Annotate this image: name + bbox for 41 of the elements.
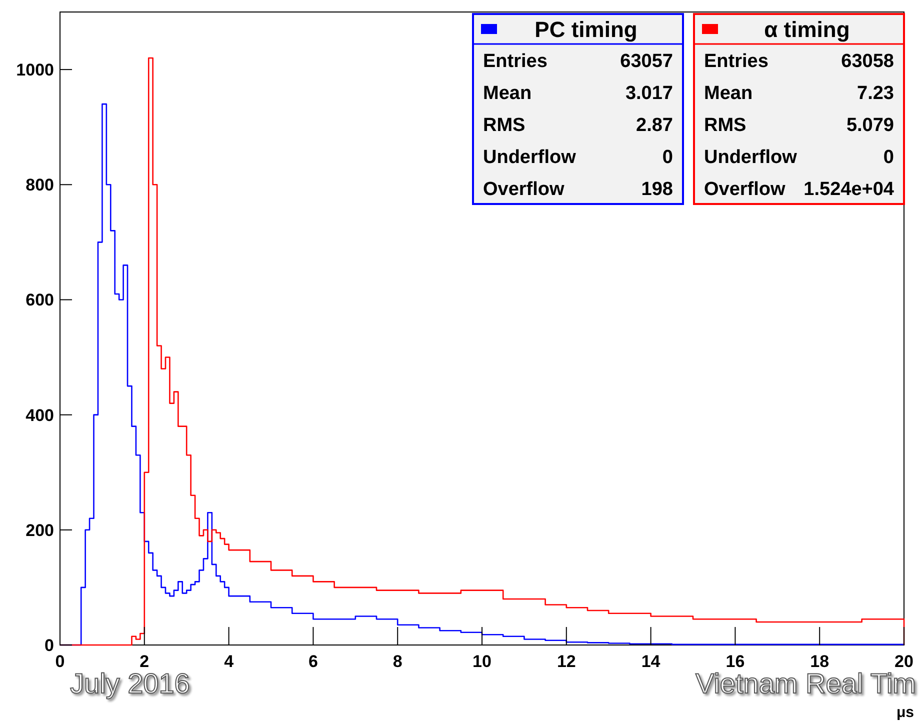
annotation: 0 xyxy=(883,147,894,168)
annotation: 2.87 xyxy=(636,115,673,136)
annotation: Underflow xyxy=(483,147,576,168)
annotation: Overflow xyxy=(704,179,786,200)
legend-label: α timing xyxy=(764,17,850,42)
y-tick-label: 400 xyxy=(26,406,54,425)
x-tick-label: 2 xyxy=(140,652,150,671)
x-tick-label: 6 xyxy=(308,652,318,671)
y-tick-label: 200 xyxy=(26,520,54,540)
annotation: 3.017 xyxy=(625,83,673,104)
text: July 2016 xyxy=(70,668,190,699)
annotation: 198 xyxy=(641,179,673,200)
annotation: 5.079 xyxy=(846,115,894,136)
x-tick-label: 12 xyxy=(556,652,576,671)
y-tick-label: 800 xyxy=(26,176,54,195)
y-tick-label: 0 xyxy=(44,636,54,655)
annotation: Mean xyxy=(704,83,753,104)
annotation: 63057 xyxy=(620,51,673,72)
annotation: 1.524e+04 xyxy=(804,179,894,200)
y-tick-label: 1000 xyxy=(16,60,54,80)
annotation: Overflow xyxy=(483,179,565,200)
annotation: 63058 xyxy=(841,51,894,72)
annotation: RMS xyxy=(483,115,526,136)
annotation: 7.23 xyxy=(857,83,894,104)
x-tick-label: 20 xyxy=(894,652,914,671)
x-tick-label: 4 xyxy=(224,652,234,671)
annotation: Entries xyxy=(483,51,548,72)
annotation: 0 xyxy=(662,147,673,168)
y-tick-label: 600 xyxy=(26,290,54,310)
annotation: RMS xyxy=(704,115,746,136)
x-tick-label: 18 xyxy=(810,652,830,671)
annotation: Mean xyxy=(483,83,532,104)
x-tick-label: 8 xyxy=(392,652,402,671)
legend-label: PC timing xyxy=(534,17,638,42)
annotation: Underflow xyxy=(704,147,798,168)
x-tick-label: 16 xyxy=(726,652,745,671)
annotation: Entries xyxy=(704,51,768,72)
text: Vietnam Real Tim xyxy=(696,668,916,699)
x-tick-label: 10 xyxy=(472,652,492,671)
x-axis-title: μs xyxy=(896,704,914,721)
x-tick-label: 14 xyxy=(641,652,661,671)
